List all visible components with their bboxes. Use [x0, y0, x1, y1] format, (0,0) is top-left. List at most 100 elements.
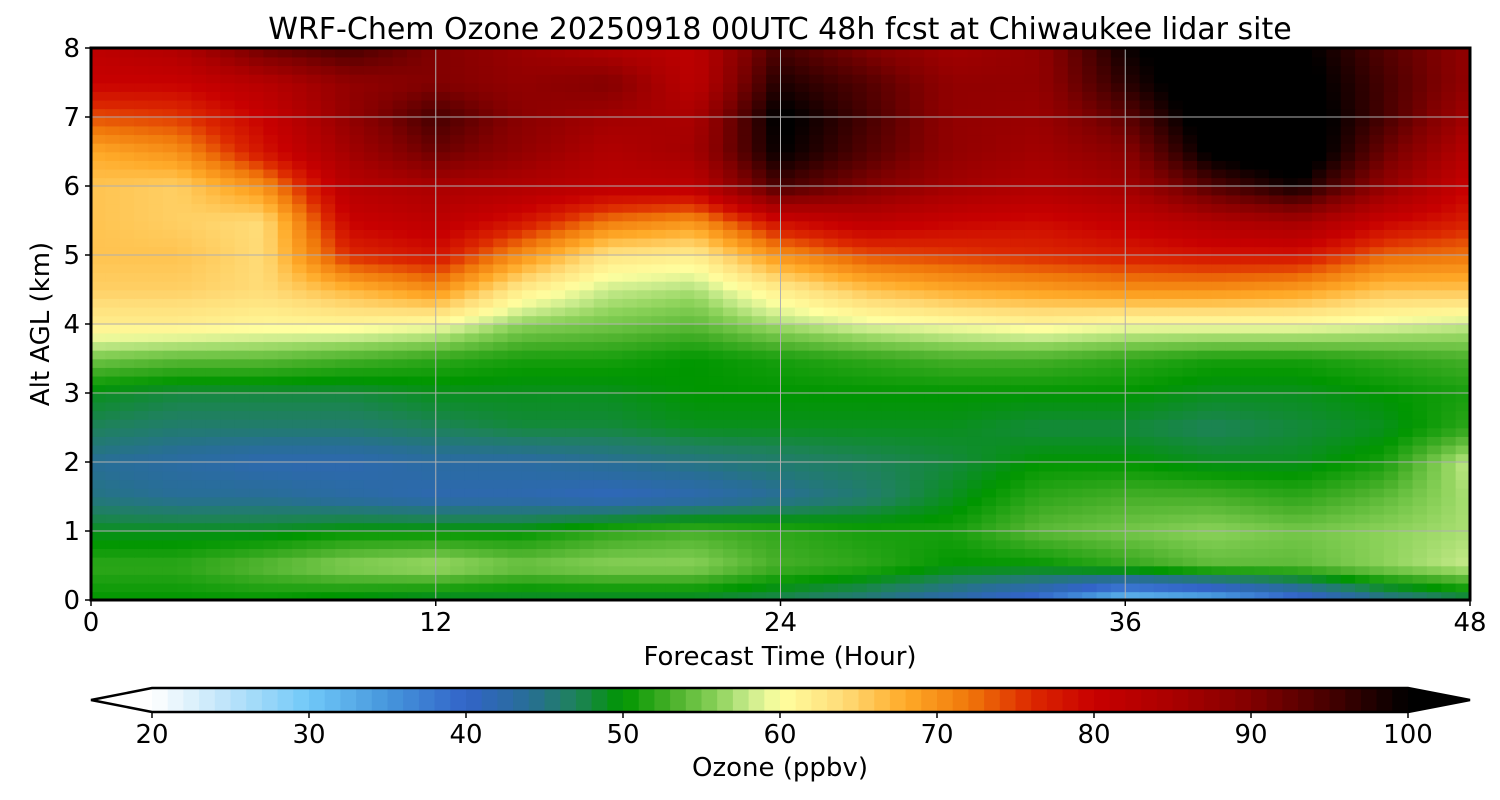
ozone-cell — [995, 229, 1012, 239]
ozone-cell — [1039, 487, 1055, 498]
ozone-cell — [105, 375, 121, 386]
ozone-cell — [1383, 556, 1399, 567]
ozone-cell — [737, 151, 753, 161]
ozone-cell — [967, 203, 983, 213]
ozone-cell — [1024, 289, 1040, 299]
ozone-cell — [1268, 255, 1285, 265]
ozone-cell — [1268, 444, 1285, 455]
ozone-cell — [809, 470, 825, 481]
ozone-cell — [478, 263, 494, 274]
ozone-cell — [1311, 470, 1328, 481]
ozone-cell — [1010, 298, 1026, 308]
ozone-cell — [263, 280, 279, 291]
ozone-cell — [1398, 194, 1414, 205]
ozone-cell — [1110, 444, 1127, 455]
ozone-cell — [550, 444, 566, 455]
ozone-cell — [1426, 332, 1443, 343]
ozone-cell — [277, 194, 293, 205]
ozone-cell — [593, 384, 609, 394]
ozone-cell — [148, 177, 164, 187]
ozone-cell — [205, 220, 222, 230]
ozone-cell — [1168, 168, 1184, 179]
ozone-cell — [205, 591, 222, 600]
ozone-cell — [249, 505, 265, 515]
ozone-cell — [679, 324, 696, 334]
ozone-cell — [249, 410, 265, 420]
ozone-cell — [565, 332, 581, 343]
ozone-cell — [450, 358, 466, 368]
ozone-cell — [1311, 237, 1328, 248]
ozone-cell — [1125, 505, 1141, 515]
ozone-cell — [162, 556, 178, 567]
ozone-cell — [665, 289, 681, 299]
ozone-cell — [1067, 280, 1083, 291]
ozone-cell — [1311, 548, 1328, 558]
ozone-cell — [1340, 531, 1356, 541]
ozone-cell — [593, 470, 609, 481]
ozone-cell — [392, 522, 408, 532]
ozone-cell — [191, 367, 207, 377]
ozone-cell — [809, 410, 825, 420]
ozone-cell — [450, 462, 466, 472]
ozone-cell — [981, 479, 997, 489]
ozone-cell — [234, 367, 250, 377]
ozone-cell — [363, 306, 380, 317]
ozone-cell — [1254, 280, 1270, 291]
ozone-cell — [550, 263, 566, 274]
ozone-cell — [464, 177, 480, 187]
ozone-cell — [1297, 531, 1313, 541]
ozone-cell — [608, 427, 624, 437]
ozone-cell — [579, 548, 595, 558]
ozone-cell — [1326, 168, 1342, 179]
ozone-cell — [349, 306, 365, 317]
ozone-cell — [1153, 531, 1170, 541]
ozone-cell — [119, 306, 135, 317]
ozone-cell — [1024, 462, 1040, 472]
ozone-cell — [1153, 401, 1170, 412]
ozone-cell — [306, 203, 322, 213]
ozone-cell — [1168, 186, 1184, 196]
ozone-cell — [478, 315, 494, 325]
ozone-cell — [1225, 246, 1241, 256]
ozone-cell — [292, 194, 308, 205]
ozone-cell — [1110, 151, 1127, 161]
ozone-cell — [1355, 168, 1371, 179]
ozone-cell — [895, 280, 911, 291]
ozone-cell — [292, 332, 308, 343]
ozone-cell — [809, 341, 825, 351]
ozone-cell — [464, 289, 480, 299]
ozone-cell — [363, 436, 380, 446]
ozone-cell — [1426, 220, 1443, 230]
ozone-cell — [205, 384, 222, 394]
ozone-cell — [837, 453, 854, 463]
ozone-cell — [105, 548, 121, 558]
ozone-cell — [708, 574, 724, 584]
ozone-cell — [1283, 289, 1299, 299]
ozone-cell — [1254, 237, 1270, 248]
ozone-cell — [177, 539, 193, 550]
ozone-cell — [1369, 479, 1385, 489]
ozone-cell — [651, 229, 667, 239]
ozone-cell — [751, 263, 767, 274]
ozone-cell — [924, 410, 940, 420]
ozone-cell — [91, 453, 107, 463]
ozone-cell — [1053, 177, 1069, 187]
ozone-cell — [249, 591, 265, 600]
ozone-cell — [335, 263, 351, 274]
ozone-cell — [694, 289, 710, 299]
ozone-cell — [335, 470, 351, 481]
ozone-cell — [1053, 427, 1069, 437]
ozone-cell — [1283, 513, 1299, 524]
ozone-cell — [1283, 565, 1299, 575]
ozone-cell — [378, 505, 394, 515]
ozone-cell — [636, 513, 653, 524]
ozone-cell — [349, 375, 365, 386]
ozone-cell — [1311, 358, 1328, 368]
ozone-cell — [1182, 194, 1198, 205]
ozone-cell — [550, 401, 566, 412]
ozone-cell — [981, 160, 997, 170]
ozone-cell — [306, 384, 322, 394]
ozone-cell — [593, 229, 609, 239]
ozone-cell — [1283, 177, 1299, 187]
ozone-cell — [421, 591, 437, 600]
